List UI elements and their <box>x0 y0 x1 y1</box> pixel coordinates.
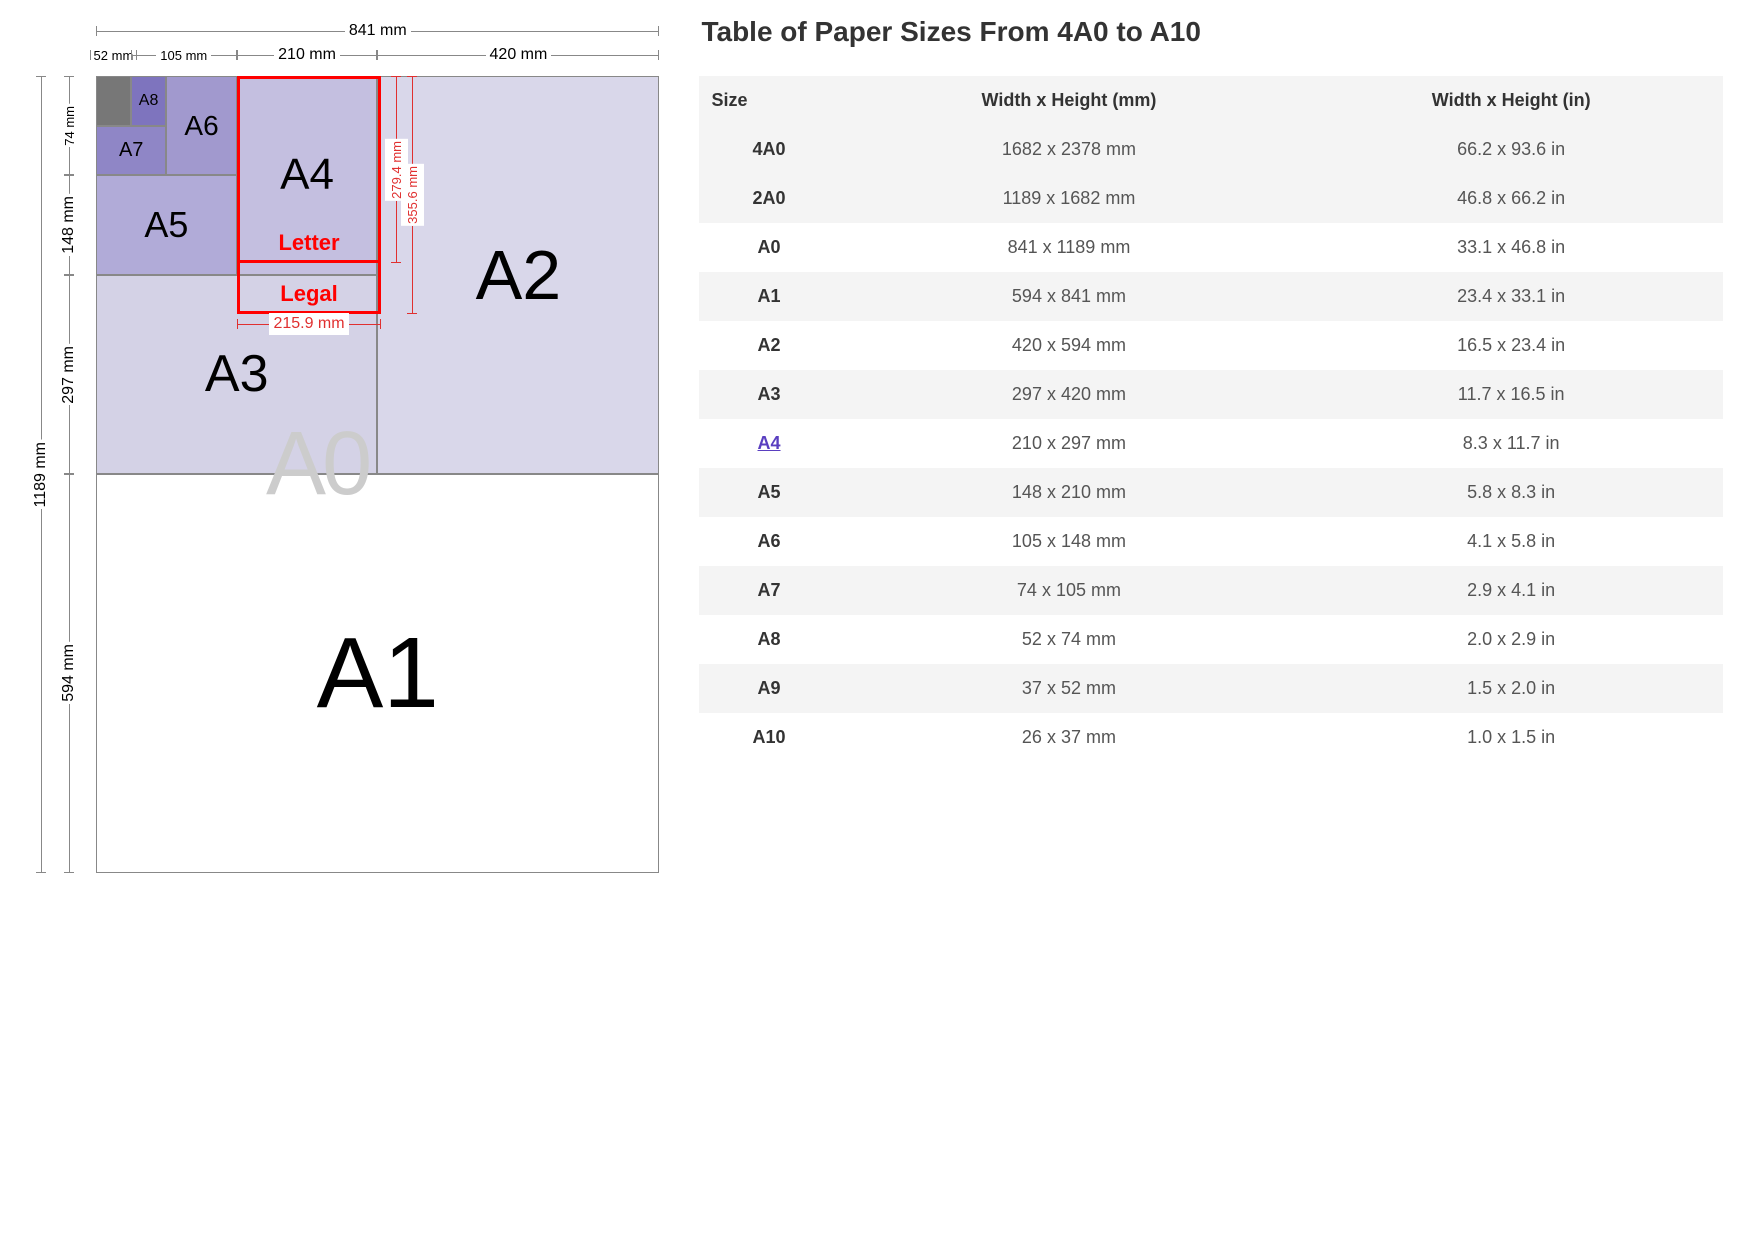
mm-cell: 52 x 74 mm <box>839 615 1300 664</box>
in-cell: 2.9 x 4.1 in <box>1299 566 1723 615</box>
paper-size-diagram: A1A2A3A4A5A6A7A8A0LetterLegal841 mm52 mm… <box>16 16 667 881</box>
size-cell: A1 <box>699 272 838 321</box>
table-row: A2420 x 594 mm16.5 x 23.4 in <box>699 321 1723 370</box>
table-row: A1594 x 841 mm23.4 x 33.1 in <box>699 272 1723 321</box>
sheet-a5: A5 <box>96 175 237 275</box>
mm-cell: 420 x 594 mm <box>839 321 1300 370</box>
in-cell: 16.5 x 23.4 in <box>1299 321 1723 370</box>
sheet-a0-label: A0 <box>183 391 451 538</box>
dim-label: 148 mm <box>62 175 76 275</box>
size-cell: A6 <box>699 517 838 566</box>
size-cell: 2A0 <box>699 174 838 223</box>
size-cell: A10 <box>699 713 838 762</box>
in-cell: 4.1 x 5.8 in <box>1299 517 1723 566</box>
in-cell: 1.5 x 2.0 in <box>1299 664 1723 713</box>
mm-cell: 148 x 210 mm <box>839 468 1300 517</box>
dim-label: 297 mm <box>62 275 76 474</box>
size-cell: A5 <box>699 468 838 517</box>
size-cell: A9 <box>699 664 838 713</box>
dim-label: 215.9 mm <box>237 317 382 331</box>
size-cell: A3 <box>699 370 838 419</box>
paper-sizes-table: SizeWidth x Height (mm)Width x Height (i… <box>699 76 1723 762</box>
dim-label: 210 mm <box>237 48 378 62</box>
mm-cell: 210 x 297 mm <box>839 419 1300 468</box>
mm-cell: 105 x 148 mm <box>839 517 1300 566</box>
table-row: A4 210 x 297 mm8.3 x 11.7 in <box>699 419 1723 468</box>
table-row: A937 x 52 mm1.5 x 2.0 in <box>699 664 1723 713</box>
mm-cell: 1682 x 2378 mm <box>839 125 1300 174</box>
table-row: A774 x 105 mm2.9 x 4.1 in <box>699 566 1723 615</box>
col-header: Width x Height (in) <box>1299 76 1723 125</box>
col-header: Width x Height (mm) <box>839 76 1300 125</box>
size-cell: A8 <box>699 615 838 664</box>
mm-cell: 26 x 37 mm <box>839 713 1300 762</box>
col-header: Size <box>699 76 838 125</box>
table-row: A5148 x 210 mm5.8 x 8.3 in <box>699 468 1723 517</box>
in-cell: 46.8 x 66.2 in <box>1299 174 1723 223</box>
in-cell: 1.0 x 1.5 in <box>1299 713 1723 762</box>
mm-cell: 1189 x 1682 mm <box>839 174 1300 223</box>
dim-label: 74 mm <box>62 76 76 175</box>
dim-label: 52 mm <box>96 48 131 62</box>
dim-label: 594 mm <box>62 474 76 873</box>
in-cell: 23.4 x 33.1 in <box>1299 272 1723 321</box>
dim-label: 1189 mm <box>34 76 48 873</box>
dim-label: 355.6 mm <box>406 76 420 314</box>
table-row: 4A01682 x 2378 mm66.2 x 93.6 in <box>699 125 1723 174</box>
mm-cell: 841 x 1189 mm <box>839 223 1300 272</box>
table-row: 2A01189 x 1682 mm46.8 x 66.2 in <box>699 174 1723 223</box>
in-cell: 11.7 x 16.5 in <box>1299 370 1723 419</box>
table-row: A852 x 74 mm2.0 x 2.9 in <box>699 615 1723 664</box>
sheet-a9 <box>96 76 131 126</box>
sheet-a8: A8 <box>131 76 167 126</box>
in-cell: 2.0 x 2.9 in <box>1299 615 1723 664</box>
table-row: A1026 x 37 mm1.0 x 1.5 in <box>699 713 1723 762</box>
dim-label: 841 mm <box>96 24 659 38</box>
mm-cell: 37 x 52 mm <box>839 664 1300 713</box>
in-cell: 33.1 x 46.8 in <box>1299 223 1723 272</box>
size-cell: A7 <box>699 566 838 615</box>
table-row: A6105 x 148 mm4.1 x 5.8 in <box>699 517 1723 566</box>
in-cell: 66.2 x 93.6 in <box>1299 125 1723 174</box>
mm-cell: 594 x 841 mm <box>839 272 1300 321</box>
size-cell: A0 <box>699 223 838 272</box>
mm-cell: 74 x 105 mm <box>839 566 1300 615</box>
mm-cell: 297 x 420 mm <box>839 370 1300 419</box>
sheet-a7: A7 <box>96 126 166 176</box>
size-cell: A2 <box>699 321 838 370</box>
table-title: Table of Paper Sizes From 4A0 to A10 <box>701 16 1723 48</box>
sheet-a6: A6 <box>166 76 236 175</box>
table-row: A3297 x 420 mm11.7 x 16.5 in <box>699 370 1723 419</box>
table-row: A0841 x 1189 mm33.1 x 46.8 in <box>699 223 1723 272</box>
dim-label: 105 mm <box>131 48 237 62</box>
dim-label: 420 mm <box>377 48 659 62</box>
size-link[interactable]: A4 <box>758 433 781 453</box>
in-cell: 8.3 x 11.7 in <box>1299 419 1723 468</box>
overlay-legal: Legal <box>237 76 382 314</box>
size-cell: 4A0 <box>699 125 838 174</box>
in-cell: 5.8 x 8.3 in <box>1299 468 1723 517</box>
size-cell[interactable]: A4 <box>699 419 838 468</box>
